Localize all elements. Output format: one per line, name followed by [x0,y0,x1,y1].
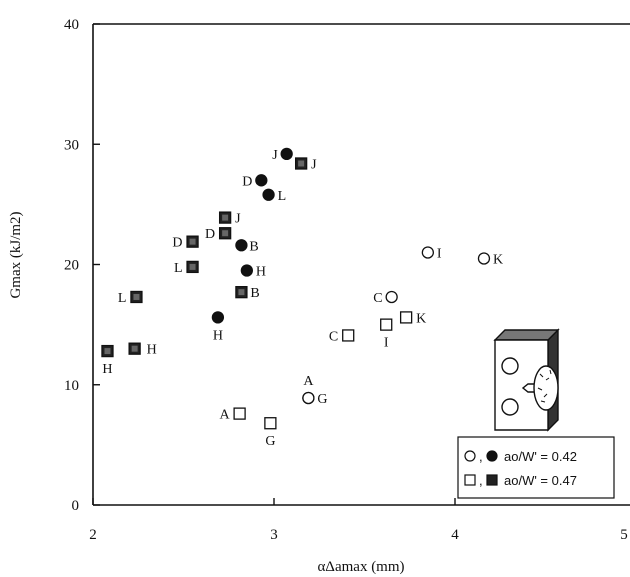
point-label: L [118,291,127,306]
data-point-square-inner [238,289,245,296]
data-point-circle [280,147,293,161]
point-label: I [437,246,442,261]
data-point-circle [262,188,275,201]
legend-separator: , [479,473,483,488]
data-point-square-inner [222,230,229,237]
legend-separator: , [479,449,483,464]
point-label: A [219,408,230,423]
data-point-square [342,329,355,342]
legend-marker [464,450,476,462]
point-label: J [311,157,317,172]
point-label: B [249,239,258,254]
x-tick-label: 5 [620,527,628,543]
data-point-square [399,311,413,324]
data-point-circle [211,311,225,324]
point-label: H [147,343,157,358]
point-label: L [278,189,287,204]
data-point-circle [240,264,254,277]
data-point-square-inner [189,238,196,245]
data-point-square-inner [298,160,305,167]
data-point-square-inner [222,214,229,221]
point-label: H [213,328,223,343]
data-point-circle [477,252,491,265]
data-point-circle [302,391,315,405]
legend: , ao/W' = 0.42, ao/W' = 0.47 [457,436,615,499]
data-point-circle [255,174,268,187]
point-label: G [265,434,275,449]
point-label: A [303,374,314,389]
data-point-circle [385,290,398,304]
point-label: G [317,392,327,407]
y-tick-label: 40 [64,17,79,33]
x-axis-title: αΔamax (mm) [317,559,404,575]
point-label: K [416,311,426,326]
data-point-square-inner [131,345,138,352]
point-label: C [329,329,338,344]
specimen-inset-icon [493,328,560,432]
y-tick-label: 20 [64,258,79,274]
data-point-square [380,318,393,331]
data-point-square-inner [104,348,111,355]
legend-label: ao/W' = 0.47 [504,473,577,488]
y-tick-label: 0 [72,498,80,514]
data-point-square [264,417,277,430]
y-tick-label: 30 [64,137,79,153]
data-points [101,147,491,430]
point-label: L [174,261,183,276]
point-label: J [272,148,278,163]
y-axis-title: Gmax (kJ/m2) [8,211,24,298]
point-label: D [172,236,182,251]
legend-marker [486,474,498,486]
data-point-square [233,407,246,420]
point-label: I [384,336,389,351]
data-point-circle [235,239,248,252]
tick-labels: 2 3 4 5 0 10 20 30 40 [64,17,628,543]
x-tick-label: 4 [451,527,459,543]
point-label: C [373,291,382,306]
data-point-square-inner [189,263,196,270]
point-label: K [493,252,503,267]
point-label: D [205,227,215,242]
legend-marker [486,450,498,462]
point-label: B [250,286,259,301]
data-point-circle [421,246,435,259]
tick-marks [92,23,456,506]
y-tick-label: 10 [64,378,79,394]
point-label: H [256,265,266,280]
x-tick-label: 2 [89,527,97,543]
point-label: D [242,174,252,189]
legend-label: ao/W' = 0.42 [504,449,577,464]
legend-box [457,436,615,499]
point-label: H [102,362,112,377]
legend-marker [464,474,476,486]
point-label: J [235,212,241,227]
x-tick-label: 3 [270,527,278,543]
data-point-square-inner [133,293,140,300]
